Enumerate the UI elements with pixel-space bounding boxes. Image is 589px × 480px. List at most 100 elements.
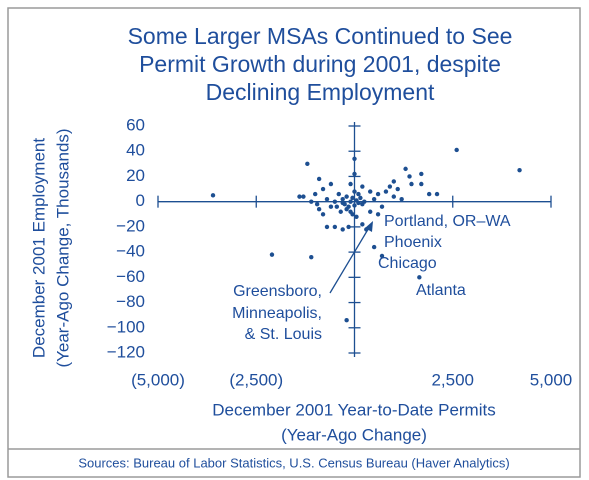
point: [517, 167, 522, 173]
annotation: & St. Louis: [245, 326, 322, 343]
point: [332, 224, 338, 230]
y-tick-label: 0: [136, 191, 145, 210]
y-tick-label: 20: [126, 166, 145, 185]
point: [210, 193, 216, 198]
point: [352, 156, 357, 161]
y-tick-label: −40: [116, 242, 145, 261]
y-tick-label: 40: [126, 141, 145, 160]
point: [344, 207, 349, 212]
x-tick-label: 2,500: [431, 370, 474, 389]
point: [371, 244, 377, 250]
point: [334, 204, 340, 209]
point: [356, 191, 361, 197]
point: [403, 166, 408, 172]
annotation: Minneapolis,: [232, 305, 322, 322]
point: [332, 199, 338, 204]
point: [407, 174, 412, 179]
y-tick-label: −60: [116, 267, 145, 286]
annotation: Atlanta: [416, 282, 466, 299]
point: [324, 224, 330, 230]
point: [364, 227, 369, 232]
chart-title: Some Larger MSAs Continued to See: [128, 23, 513, 49]
x-tick-label: (2,500): [229, 370, 283, 389]
point: [340, 227, 345, 232]
x-tick-label: (5,000): [131, 370, 185, 389]
point: [387, 184, 393, 189]
point: [356, 200, 361, 206]
frame: [7, 7, 581, 478]
point: [368, 189, 373, 194]
annotation: Portland, OR–WA: [384, 213, 511, 230]
point: [340, 200, 345, 206]
point: [320, 186, 326, 192]
y-tick-label: −100: [107, 317, 145, 336]
point: [344, 194, 349, 199]
annotation: Chicago: [378, 255, 437, 272]
point: [391, 194, 396, 199]
point: [338, 209, 343, 214]
point: [360, 222, 365, 227]
point: [419, 181, 424, 187]
point: [324, 196, 330, 202]
y-tick-label: −120: [107, 342, 145, 361]
point: [314, 201, 320, 207]
x-axis-title: (Year-Ago Change): [281, 425, 427, 444]
point: [350, 195, 355, 201]
point: [352, 203, 357, 208]
point: [340, 196, 345, 202]
source-note: Sources: Bureau of Labor Statistics, U.S…: [78, 455, 509, 470]
point: [419, 171, 424, 177]
point: [305, 161, 310, 167]
point: [409, 181, 414, 187]
point: [316, 176, 322, 182]
point: [362, 199, 367, 204]
point: [358, 195, 363, 201]
point: [454, 147, 459, 153]
y-tick-label: −20: [116, 216, 145, 235]
point: [352, 189, 357, 194]
point: [379, 204, 385, 209]
point: [395, 186, 400, 192]
point: [344, 318, 349, 323]
point: [391, 179, 396, 184]
point: [399, 196, 404, 202]
arrow-head: [365, 221, 373, 232]
point: [320, 212, 326, 217]
point: [352, 171, 357, 177]
point: [297, 194, 302, 199]
point: [434, 191, 440, 197]
point: [371, 196, 377, 202]
point: [316, 207, 322, 212]
point: [309, 199, 314, 204]
chart-title: Declining Employment: [206, 79, 435, 105]
point: [417, 275, 422, 280]
chart-title: Permit Growth during 2001, despite: [139, 51, 501, 77]
y-tick-label: 60: [126, 115, 145, 134]
x-tick-label: 5,000: [530, 370, 573, 389]
point: [354, 214, 359, 219]
y-axis-title: (Year-Ago Change, Thousands): [53, 128, 72, 367]
y-tick-label: −80: [116, 292, 145, 311]
point: [346, 224, 351, 230]
point: [328, 204, 334, 209]
annotation-arrow: [329, 225, 371, 294]
point: [309, 254, 314, 260]
annotation: Phoenix: [384, 234, 442, 251]
point: [426, 191, 432, 197]
point: [313, 191, 318, 197]
point: [383, 189, 389, 194]
point: [368, 209, 373, 214]
y-axis-title: December 2001 Employment: [29, 138, 48, 358]
point: [336, 191, 341, 197]
point: [375, 212, 381, 217]
point: [348, 199, 353, 204]
annotation: Greensboro,: [233, 283, 322, 300]
point: [348, 181, 353, 187]
point: [379, 253, 385, 259]
x-axis-title: December 2001 Year-to-Date Permits: [212, 400, 495, 419]
point: [375, 191, 381, 197]
point: [360, 184, 365, 189]
point: [350, 212, 355, 217]
